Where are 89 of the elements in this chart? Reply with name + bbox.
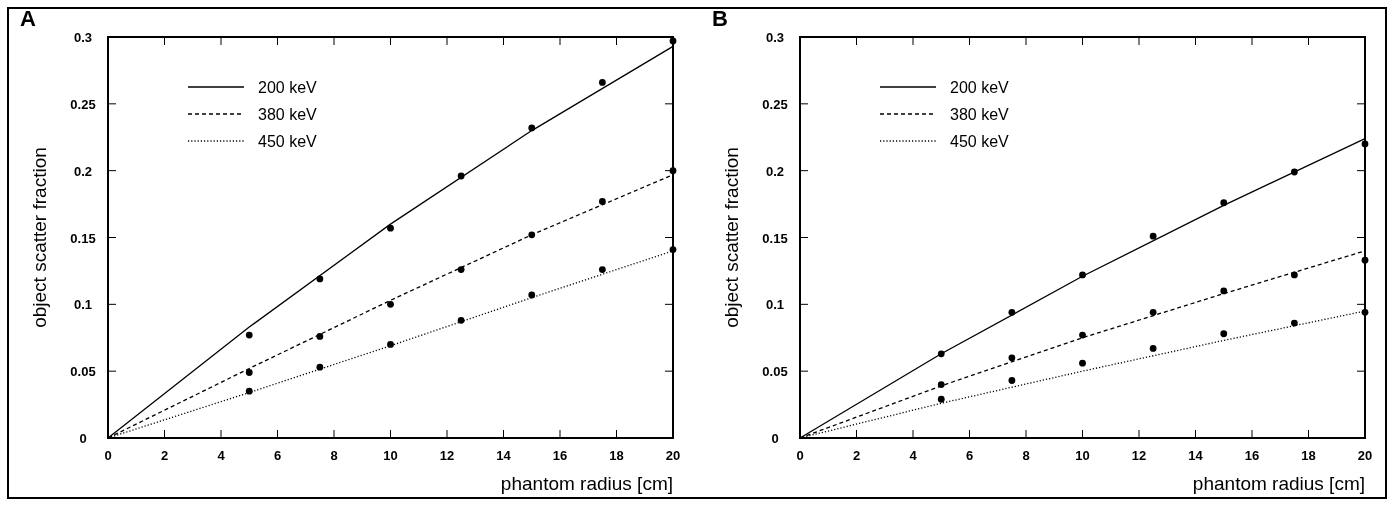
- point: [1079, 271, 1086, 279]
- point: [528, 291, 536, 299]
- y-tick-label: 0: [771, 431, 779, 446]
- point: [528, 124, 536, 132]
- y-tick-label: 0.3: [73, 30, 93, 45]
- y-axis-title: object scatter fraction: [29, 147, 50, 328]
- chart-title: A: [20, 6, 36, 31]
- legend-label: 380 keV: [950, 106, 1010, 123]
- x-tick-label: 12: [1131, 448, 1147, 463]
- point: [669, 246, 677, 253]
- x-axis-title: phantom radius [cm]: [500, 473, 673, 494]
- point: [457, 172, 465, 180]
- y-tick-label: 0.15: [70, 230, 96, 246]
- point: [1290, 271, 1298, 279]
- y-tick-label: 0.05: [70, 364, 96, 380]
- x-tick-label: 2: [160, 448, 169, 463]
- point: [1079, 359, 1086, 367]
- point: [387, 300, 394, 308]
- x-tick-label: 10: [1075, 448, 1090, 463]
- x-tick-label: 4: [217, 448, 226, 463]
- y-tick-label: 0.25: [70, 96, 96, 112]
- point: [316, 363, 324, 371]
- point: [387, 224, 394, 232]
- legend-label: 450 keV: [950, 133, 1010, 150]
- x-tick-label: 8: [1022, 448, 1030, 463]
- point: [1290, 168, 1298, 176]
- y-tick-label: 0.2: [765, 163, 785, 179]
- point: [316, 333, 324, 340]
- point: [1008, 308, 1016, 316]
- point: [245, 369, 253, 376]
- y-tick-label: 0: [79, 431, 87, 446]
- x-tick-label: 0: [104, 448, 112, 463]
- point: [1149, 345, 1157, 352]
- point: [937, 395, 945, 403]
- x-tick-label: 14: [1188, 448, 1204, 463]
- point: [1079, 331, 1086, 339]
- point: [598, 266, 606, 273]
- point: [1290, 319, 1298, 327]
- legend-label: 450 keV: [258, 133, 318, 150]
- point: [1220, 199, 1228, 207]
- point: [1220, 287, 1228, 295]
- point: [1149, 308, 1157, 316]
- x-tick-label: 2: [852, 448, 861, 463]
- point: [528, 231, 536, 239]
- legend-label: 380 keV: [258, 106, 318, 123]
- point: [457, 266, 465, 273]
- x-tick-label: 6: [273, 448, 282, 463]
- x-tick-label: 12: [439, 448, 455, 463]
- point: [245, 331, 253, 339]
- point: [316, 275, 324, 283]
- point: [1361, 140, 1369, 148]
- x-tick-label: 20: [665, 448, 681, 463]
- legend-label: 200 keV: [950, 79, 1010, 96]
- x-tick-label: 0: [796, 448, 804, 463]
- y-tick-label: 0.05: [762, 364, 788, 380]
- y-tick-label: 0.3: [765, 30, 785, 45]
- x-tick-label: 6: [965, 448, 974, 463]
- x-tick-label: 16: [552, 448, 568, 463]
- y-tick-label: 0.15: [762, 230, 788, 246]
- legend-label: 200 keV: [258, 79, 318, 96]
- y-tick-label: 0.1: [765, 297, 785, 313]
- x-tick-label: 8: [330, 448, 338, 463]
- y-tick-label: 0.1: [73, 297, 93, 313]
- chart-title: B: [712, 6, 728, 31]
- point: [1220, 330, 1228, 338]
- point: [937, 350, 945, 358]
- point: [937, 381, 945, 388]
- point: [1149, 232, 1157, 240]
- point: [387, 341, 394, 348]
- point: [669, 167, 677, 175]
- x-tick-label: 20: [1357, 448, 1373, 463]
- point: [1008, 354, 1016, 362]
- point: [245, 387, 253, 395]
- point: [457, 316, 465, 324]
- point: [1361, 256, 1369, 264]
- y-tick-label: 0.25: [762, 96, 788, 112]
- point: [1008, 377, 1016, 384]
- x-tick-label: 18: [1301, 448, 1316, 463]
- x-tick-label: 16: [1244, 448, 1260, 463]
- x-tick-label: 4: [909, 448, 918, 463]
- point: [598, 198, 606, 205]
- point: [598, 79, 606, 86]
- y-axis-title: object scatter fraction: [721, 147, 742, 328]
- x-tick-label: 10: [383, 448, 398, 463]
- x-tick-label: 18: [609, 448, 624, 463]
- point: [1361, 308, 1369, 316]
- x-tick-label: 14: [496, 448, 512, 463]
- y-tick-label: 0.2: [73, 163, 93, 179]
- x-axis-title: phantom radius [cm]: [1192, 473, 1365, 494]
